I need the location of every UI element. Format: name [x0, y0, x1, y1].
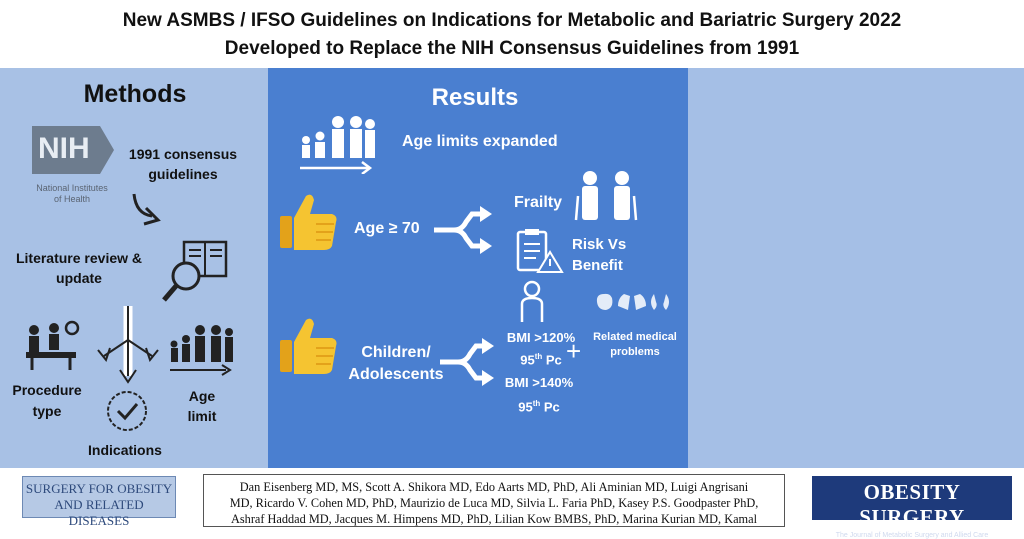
- literature-label: Literature review & update: [15, 250, 143, 286]
- plus-sign: +: [566, 336, 582, 366]
- slide-title-line2: Developed to Replace the NIH Consensus G…: [224, 38, 800, 59]
- procedure-label: Procedure type: [12, 382, 82, 419]
- slide-title-line1: New ASMBS / IFSO Guidelines on Indicatio…: [122, 10, 902, 31]
- age-70-label: Age ≥ 70: [354, 220, 420, 237]
- age-limits-label: Age limits expanded: [402, 133, 558, 150]
- curved-arrow-down-icon: [132, 193, 161, 226]
- methods-heading: Methods: [83, 80, 187, 108]
- family-ages-icon: [300, 116, 375, 174]
- age-arrow-icon: [170, 364, 232, 376]
- nih-logo-text: NIH: [38, 132, 90, 165]
- split-arrows-icon: [434, 206, 492, 254]
- frailty-label: Frailty: [514, 194, 563, 211]
- thumbs-up-icon: [280, 318, 337, 374]
- obesity-surgery-journal-logo: OBESITY SURGERY The Journal of Metabolic…: [812, 476, 1012, 539]
- related-problems-label: Related medical problems: [593, 331, 677, 358]
- bmi-140-label: BMI >140% 95th Pc: [504, 375, 574, 415]
- right-panel: [688, 68, 1024, 468]
- split-arrows-icon: [440, 338, 494, 386]
- children-label: Children/Adolescents: [348, 344, 444, 383]
- risk-clipboard-icon: [516, 229, 564, 273]
- literature-magnifier-icon: [162, 240, 228, 302]
- organs-icon: [596, 293, 669, 310]
- elderly-couple-icon: [574, 171, 638, 221]
- authors-list: Dan Eisenberg MD, MS, Scott A. Shikora M…: [203, 474, 785, 527]
- bmi-120-label: BMI >120% 95th Pc: [506, 330, 576, 368]
- risk-benefit-label: Risk Vs Benefit: [572, 236, 627, 274]
- nih-logo-icon: [32, 126, 114, 174]
- results-heading: Results: [431, 84, 519, 111]
- nih-name: National Institutes of Health: [36, 183, 108, 204]
- age-limit-label: Age limit: [187, 388, 217, 424]
- consensus-label: 1991 consensus guidelines: [128, 146, 238, 182]
- check-circle-icon: [107, 391, 147, 431]
- surgery-team-icon: [26, 320, 80, 370]
- soard-journal-logo: SURGERY FOR OBESITY AND RELATED DISEASES: [22, 476, 176, 528]
- family-ages-icon: [170, 325, 233, 362]
- thumbs-up-icon: [280, 194, 337, 250]
- child-icon: [520, 280, 544, 322]
- branching-arrows-icon: [97, 306, 159, 384]
- indications-label: Indications: [88, 442, 162, 458]
